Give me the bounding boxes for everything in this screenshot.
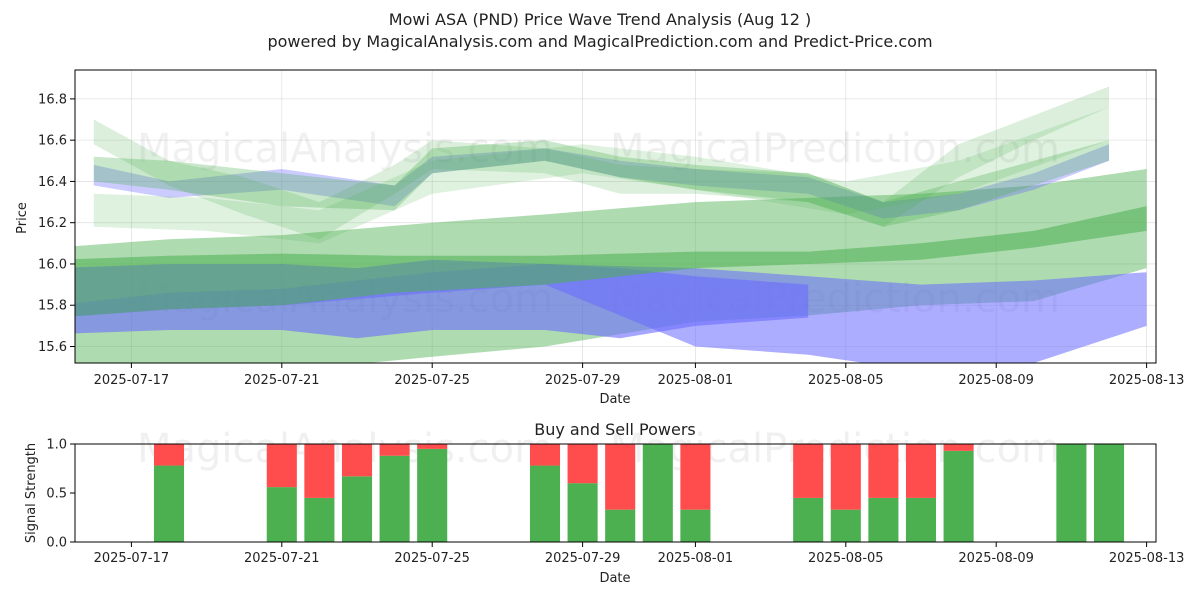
sell-power-bar — [680, 444, 711, 510]
sell-power-bar — [529, 444, 561, 466]
top-x-tick-label: 2025-07-29 — [545, 373, 621, 388]
bottom-x-tick-label: 2025-08-05 — [808, 551, 884, 566]
bottom-x-tick-label: 2025-07-29 — [545, 551, 621, 566]
top-x-axis-label: Date — [599, 392, 630, 407]
bottom-x-tick-label: 2025-07-25 — [394, 551, 470, 566]
buy-power-bar — [153, 465, 185, 542]
bottom-x-tick-label: 2025-07-21 — [244, 551, 320, 566]
top-y-tick-label: 16.4 — [38, 175, 67, 190]
wave-band-green — [93, 86, 1110, 240]
buy-power-bar — [905, 497, 937, 542]
top-x-tick-label: 2025-08-09 — [958, 373, 1034, 388]
top-y-tick-label: 15.6 — [38, 340, 67, 355]
buy-power-bar — [605, 509, 636, 542]
sell-power-bar — [793, 444, 824, 498]
sell-power-bar — [341, 444, 373, 477]
buy-power-bar — [341, 476, 373, 542]
watermark-text: MagicalAnalysis.com — [137, 126, 553, 172]
top-y-tick-label: 16.8 — [38, 92, 67, 107]
top-plot-frame — [74, 69, 1157, 364]
sell-power-bar — [304, 444, 335, 498]
watermark-text: MagicalPrediction.com — [610, 126, 1060, 172]
sell-power-bar — [943, 444, 974, 451]
main-chart-subtitle: powered by MagicalAnalysis.com and Magic… — [267, 32, 932, 51]
top-x-tick-label: 2025-08-01 — [658, 373, 734, 388]
buy-power-bar — [830, 509, 861, 542]
wave-band-green — [93, 140, 1110, 227]
buy-power-bar — [529, 465, 561, 542]
price-wave-plot: MagicalAnalysis.com MagicalPrediction.com… — [38, 69, 1185, 388]
top-y-tick-label: 16.0 — [38, 257, 67, 272]
wave-band-green — [93, 107, 1110, 244]
top-x-tick-label: 2025-08-05 — [808, 373, 884, 388]
buy-power-bar — [266, 487, 297, 542]
top-x-tick-label: 2025-07-17 — [94, 373, 170, 388]
top-y-tick-label: 16.6 — [38, 134, 67, 149]
buy-power-bar — [304, 497, 335, 542]
buy-power-bar — [680, 509, 711, 542]
buy-sell-plot: MagicalAnalysis.comMagicalPrediction.com… — [46, 426, 1184, 566]
sell-power-bar — [153, 444, 185, 466]
bottom-chart-title: Buy and Sell Powers — [534, 420, 696, 439]
wave-bands — [75, 86, 1147, 363]
top-x-tick-label: 2025-07-21 — [244, 373, 320, 388]
buy-power-bar — [417, 448, 448, 542]
bottom-y-tick-label: 0.5 — [46, 487, 67, 502]
top-x-tick-label: 2025-08-13 — [1109, 373, 1185, 388]
buy-power-bar — [1093, 444, 1125, 542]
bottom-x-tick-label: 2025-08-13 — [1109, 551, 1185, 566]
bottom-x-tick-label: 2025-07-17 — [94, 551, 170, 566]
sell-power-bar — [379, 444, 410, 456]
bottom-y-tick-label: 0.0 — [46, 536, 67, 551]
bottom-y-axis-label: Signal Strength — [24, 443, 39, 543]
buy-power-bar — [567, 483, 598, 542]
top-y-axis-label: Price — [15, 202, 30, 234]
bottom-x-tick-label: 2025-08-01 — [658, 551, 734, 566]
wave-band-blue — [93, 144, 1110, 219]
buy-power-bar — [379, 455, 410, 542]
sell-power-bar — [830, 444, 861, 510]
sell-power-bar — [266, 444, 297, 488]
bottom-x-axis-label: Date — [599, 571, 630, 586]
buy-power-bar — [642, 444, 673, 542]
main-chart-title: Mowi ASA (PND) Price Wave Trend Analysis… — [389, 10, 811, 29]
bottom-x-tick-label: 2025-08-09 — [958, 551, 1034, 566]
bottom-y-tick-label: 1.0 — [46, 438, 67, 453]
wave-band-green — [75, 206, 1147, 317]
buy-power-bar — [868, 497, 899, 542]
sell-power-bar — [417, 444, 448, 449]
buy-power-bar — [1056, 444, 1087, 542]
top-x-tick-label: 2025-07-25 — [394, 373, 470, 388]
sell-power-bar — [868, 444, 899, 498]
top-y-tick-label: 15.8 — [38, 299, 67, 314]
sell-power-bar — [567, 444, 598, 484]
sell-power-bar — [905, 444, 937, 498]
buy-power-bar — [943, 450, 974, 542]
sell-power-bar — [605, 444, 636, 510]
buy-power-bar — [793, 497, 824, 542]
top-y-tick-label: 16.2 — [38, 216, 67, 231]
